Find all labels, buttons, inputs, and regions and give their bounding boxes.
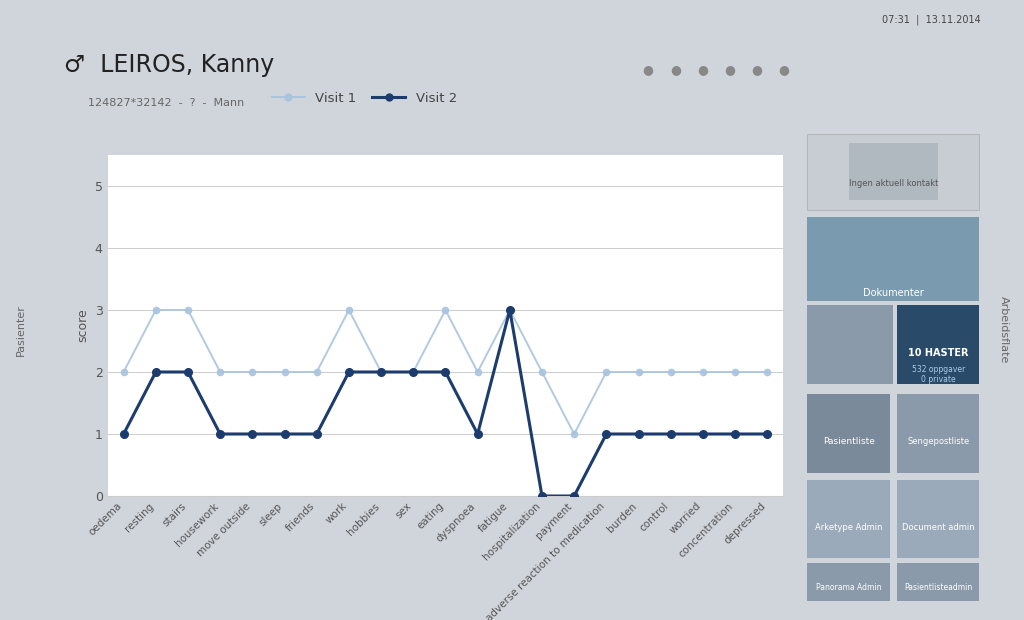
Text: 124827*32142  -  ?  -  Mann: 124827*32142 - ? - Mann bbox=[88, 98, 244, 108]
Text: ●: ● bbox=[697, 63, 708, 76]
Text: 10 HASTER: 10 HASTER bbox=[908, 348, 969, 358]
Bar bbox=[849, 143, 938, 200]
Text: Pasienter: Pasienter bbox=[15, 304, 26, 356]
Text: 07:31  |  13.11.2014: 07:31 | 13.11.2014 bbox=[883, 15, 981, 25]
Text: Ingen aktuell kontakt: Ingen aktuell kontakt bbox=[849, 179, 938, 188]
Text: Panorama Admin: Panorama Admin bbox=[816, 583, 882, 591]
Bar bbox=[897, 563, 979, 611]
Bar bbox=[897, 480, 979, 559]
Text: Sengepostliste: Sengepostliste bbox=[907, 437, 970, 446]
Bar bbox=[807, 480, 890, 559]
Bar bbox=[897, 306, 979, 384]
Text: ♂  LEIROS, Kanny: ♂ LEIROS, Kanny bbox=[65, 53, 274, 78]
Bar bbox=[807, 306, 893, 384]
Text: Pasientliste: Pasientliste bbox=[822, 437, 874, 446]
Text: ●: ● bbox=[642, 63, 653, 76]
Text: ●: ● bbox=[724, 63, 735, 76]
Bar bbox=[807, 563, 890, 611]
Bar bbox=[897, 394, 979, 472]
Text: Pasientlisteadmin: Pasientlisteadmin bbox=[904, 583, 973, 591]
Legend: Visit 1, Visit 2: Visit 1, Visit 2 bbox=[266, 87, 462, 110]
Bar bbox=[807, 217, 979, 301]
Y-axis label: score: score bbox=[76, 309, 89, 342]
Text: Document admin: Document admin bbox=[902, 523, 975, 532]
Text: Arbeidsflate: Arbeidsflate bbox=[998, 296, 1009, 364]
Text: Arketype Admin: Arketype Admin bbox=[815, 523, 883, 532]
Bar bbox=[807, 394, 890, 472]
Text: ●: ● bbox=[670, 63, 681, 76]
Text: Dokumenter: Dokumenter bbox=[863, 288, 924, 298]
Text: ●: ● bbox=[752, 63, 763, 76]
Text: ●: ● bbox=[778, 63, 790, 76]
Bar bbox=[807, 133, 979, 210]
Text: 532 oppgaver
0 private: 532 oppgaver 0 private bbox=[911, 365, 965, 384]
